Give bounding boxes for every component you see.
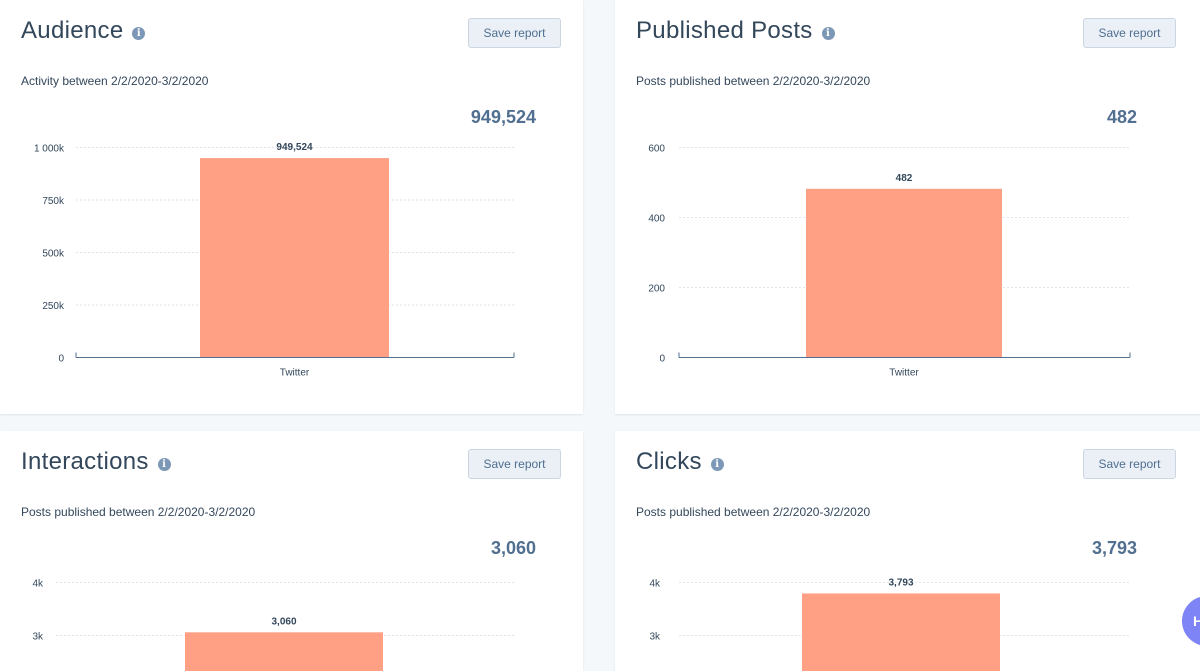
y-tick-label: 600 (648, 144, 665, 155)
date-range-subtitle: Posts published between 2/2/2020-3/2/202… (636, 505, 871, 519)
bar-twitter (806, 188, 1002, 358)
bar-twitter (200, 158, 389, 358)
bar-chart: 0 250k 500k 750k 1 000k 949,524 Twitter (34, 142, 515, 379)
save-report-button[interactable]: Save report (1083, 449, 1176, 479)
x-tick-label: Twitter (280, 368, 310, 379)
y-tick-label: 250k (42, 301, 65, 312)
bar-value-label: 482 (896, 173, 913, 184)
bar-value-label: 3,060 (271, 616, 296, 627)
card-title-text: Audience (21, 17, 124, 44)
card-title: Clicks i (636, 448, 724, 476)
total-value: 949,524 (470, 107, 536, 127)
date-range-subtitle: Posts published between 2/2/2020-3/2/202… (636, 74, 871, 88)
card-title-text: Published Posts (636, 17, 813, 44)
bar-twitter (185, 632, 383, 671)
save-report-button[interactable]: Save report (468, 449, 561, 479)
card-title-text: Clicks (636, 448, 702, 475)
y-tick-label: 400 (648, 214, 665, 225)
total-value: 3,793 (1091, 538, 1137, 558)
date-range-subtitle: Posts published between 2/2/2020-3/2/202… (21, 505, 256, 519)
y-tick-label: 3k (32, 632, 44, 643)
info-icon[interactable]: i (132, 26, 146, 40)
y-tick-label: 4k (649, 579, 661, 590)
bar-twitter (802, 593, 1000, 671)
y-tick-label: 1 000k (34, 144, 65, 155)
save-report-button[interactable]: Save report (1083, 18, 1176, 48)
save-report-button[interactable]: Save report (468, 18, 561, 48)
info-icon[interactable]: i (157, 457, 171, 471)
x-tick-label: Twitter (889, 368, 919, 379)
date-range-subtitle: Activity between 2/2/2020-3/2/2020 (21, 74, 209, 88)
bar-value-label: 3,793 (888, 577, 913, 588)
published-posts-report-card: Published Posts i Save report Posts publ… (615, 0, 1200, 414)
card-title-text: Interactions (21, 448, 149, 475)
total-value: 482 (1106, 107, 1137, 127)
interactions-report-card: Interactions i Save report Posts publish… (0, 431, 583, 671)
y-tick-label: 3k (649, 632, 661, 643)
total-value: 3,060 (490, 538, 536, 558)
info-icon[interactable]: i (710, 457, 724, 471)
card-title: Published Posts i (636, 17, 835, 45)
y-tick-label: 500k (42, 249, 65, 260)
audience-report-card: Audience i Save report Activity between … (0, 0, 583, 414)
bar-chart: 0 200 400 600 482 Twitter (648, 144, 1131, 379)
bar-chart: 3k 4k 3,060 (32, 579, 514, 671)
y-tick-label: 200 (648, 284, 665, 295)
clicks-report-card: Clicks i Save report Posts published bet… (615, 431, 1200, 671)
y-tick-label: 4k (32, 579, 44, 590)
chat-launcher-icon[interactable]: H (1182, 596, 1200, 646)
y-tick-label: 0 (58, 354, 64, 365)
card-title: Audience i (21, 17, 146, 45)
bar-chart: 3k 4k 3,793 (649, 577, 1130, 671)
y-tick-label: 0 (659, 354, 665, 365)
y-tick-label: 750k (42, 196, 65, 207)
info-icon[interactable]: i (821, 26, 835, 40)
card-title: Interactions i (21, 448, 171, 476)
bar-value-label: 949,524 (276, 142, 313, 153)
